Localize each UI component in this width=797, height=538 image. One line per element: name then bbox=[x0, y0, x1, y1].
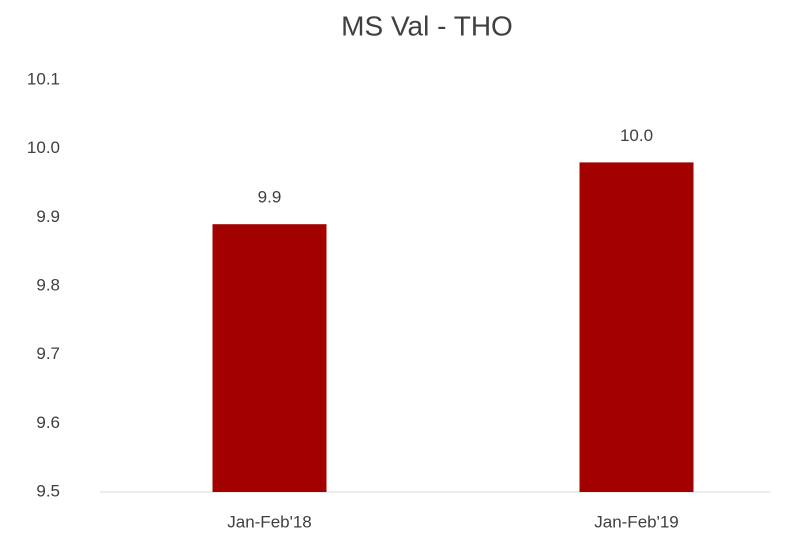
bar bbox=[212, 224, 327, 492]
y-tick-label: 9.7 bbox=[36, 344, 60, 363]
bar bbox=[579, 162, 694, 492]
x-tick-label: Jan-Feb'19 bbox=[594, 512, 679, 531]
y-tick-label: 9.5 bbox=[36, 481, 60, 500]
y-tick-label: 9.6 bbox=[36, 413, 60, 432]
y-tick-label: 9.8 bbox=[36, 275, 60, 294]
y-tick-label: 10.0 bbox=[27, 138, 60, 157]
y-tick-label: 10.1 bbox=[27, 69, 60, 88]
y-tick-label: 9.9 bbox=[36, 207, 60, 226]
chart-title: MS Val - THO bbox=[341, 10, 513, 41]
data-label: 10.0 bbox=[620, 126, 653, 145]
x-tick-label: Jan-Feb'18 bbox=[227, 512, 312, 531]
data-label: 9.9 bbox=[258, 188, 282, 207]
